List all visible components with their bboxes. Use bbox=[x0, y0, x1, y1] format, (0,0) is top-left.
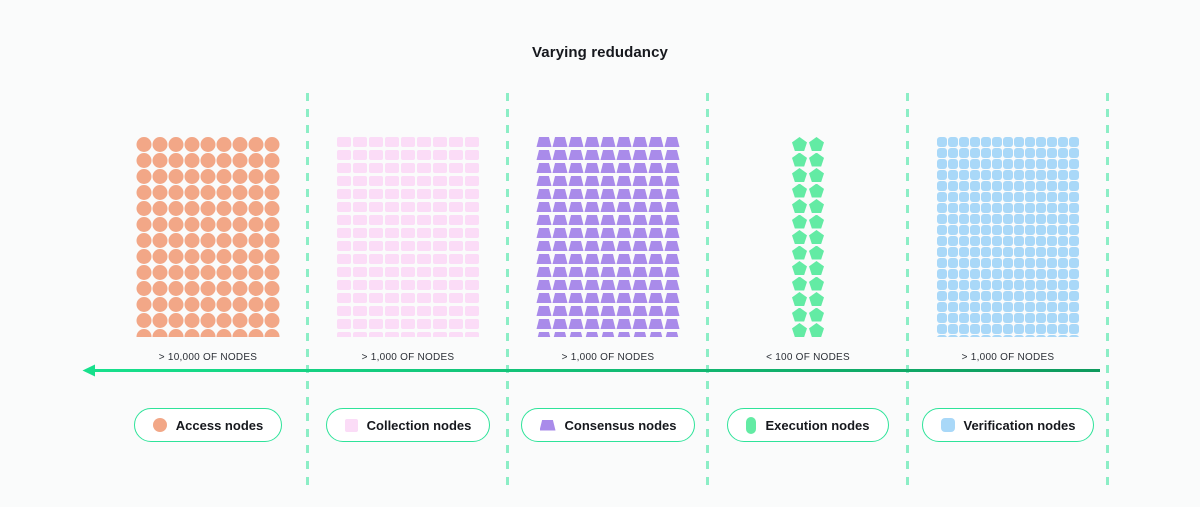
node-count-label: > 10,000 OF NODES bbox=[158, 352, 258, 363]
dashed-separator-line bbox=[906, 93, 909, 490]
page-title: Varying redudancy bbox=[532, 44, 668, 61]
legend-label: Execution nodes bbox=[765, 417, 870, 433]
legend-badge-verification[interactable]: Verification nodes bbox=[921, 408, 1095, 442]
collection-nodes-grid bbox=[337, 137, 479, 337]
section-access: > 10,000 OF NODES Access nodes bbox=[108, 0, 308, 507]
access-node-icon bbox=[152, 418, 167, 432]
execution-nodes-grid bbox=[792, 137, 824, 337]
redundancy-axis-line bbox=[94, 369, 1100, 372]
node-count-label: > 1,000 OF NODES bbox=[961, 352, 1055, 363]
section-collection: > 1,000 OF NODES Collection nodes bbox=[308, 0, 508, 507]
legend-label: Verification nodes bbox=[963, 417, 1076, 433]
section-execution: < 100 OF NODES Execution nodes bbox=[708, 0, 908, 507]
consensus-node-icon bbox=[539, 419, 556, 431]
execution-node-icon bbox=[746, 416, 757, 434]
access-nodes-grid bbox=[136, 137, 280, 337]
node-count-label: > 1,000 OF NODES bbox=[561, 352, 655, 363]
consensus-nodes-grid bbox=[536, 137, 680, 337]
legend-badge-collection[interactable]: Collection nodes bbox=[325, 408, 491, 442]
legend-label: Collection nodes bbox=[366, 417, 472, 433]
node-count-label: > 1,000 OF NODES bbox=[361, 352, 455, 363]
node-count-label: < 100 OF NODES bbox=[766, 352, 850, 363]
dashed-separator-line bbox=[506, 93, 509, 490]
collection-node-icon bbox=[344, 418, 358, 432]
section-consensus: > 1,000 OF NODES Consensus nodes bbox=[508, 0, 708, 507]
section-verification: > 1,000 OF NODES Verification nodes bbox=[908, 0, 1108, 507]
dashed-separator-line bbox=[306, 93, 309, 490]
verification-nodes-grid bbox=[937, 137, 1079, 337]
dashed-separator-line bbox=[706, 93, 709, 490]
left-arrow-icon bbox=[82, 364, 95, 377]
legend-label: Access nodes bbox=[175, 417, 264, 433]
legend-label: Consensus nodes bbox=[564, 417, 677, 433]
legend-badge-consensus[interactable]: Consensus nodes bbox=[520, 408, 696, 442]
legend-badge-access[interactable]: Access nodes bbox=[133, 408, 283, 442]
dashed-separator-line bbox=[1106, 93, 1109, 490]
verification-node-icon bbox=[940, 418, 955, 432]
legend-badge-execution[interactable]: Execution nodes bbox=[727, 408, 889, 442]
